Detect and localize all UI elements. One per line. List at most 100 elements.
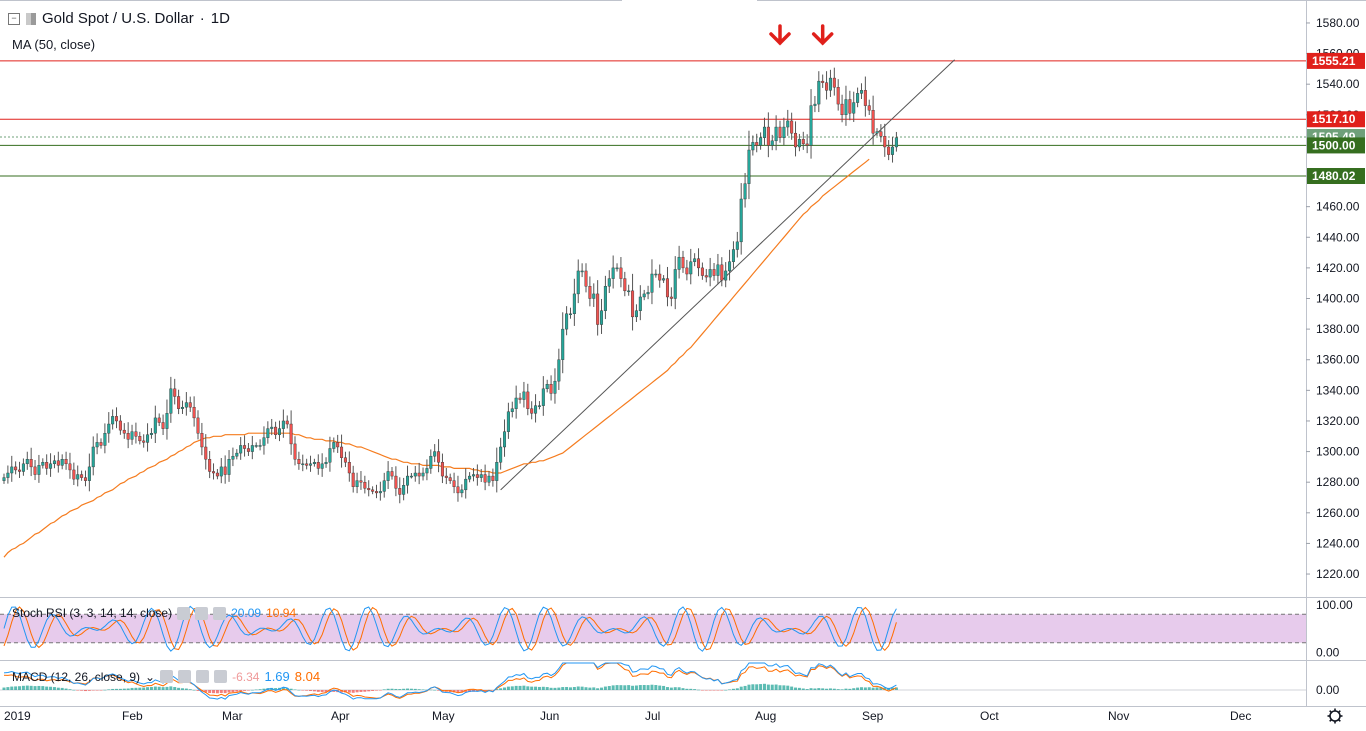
candle-body [254,445,258,447]
macd-histogram-bar [518,685,522,690]
macd-histogram-bar [545,687,549,690]
chevron-down-icon[interactable]: ⌄ [145,669,156,684]
macd-histogram-bar [503,687,507,690]
macd-histogram-bar [80,690,84,691]
macd-histogram-bar [631,685,635,690]
candle-body [452,480,456,487]
y-tick-label: 1380.00 [1316,322,1360,336]
ma-legend[interactable]: MA (50, close) [12,37,96,52]
macd-histogram-bar [735,688,739,690]
macd-histogram-bar [103,689,107,691]
candle-body [514,397,518,409]
macd-histogram-bar [669,687,673,690]
macd-histogram-bar [499,688,503,690]
candle-body [759,137,763,146]
candle-body [685,267,689,275]
candle-body [464,478,468,491]
x-tick-label: Oct [980,709,999,723]
eye-icon[interactable] [177,606,191,620]
candle-body [631,290,635,318]
macd-histogram-bar [52,687,56,690]
macd-histogram-bar [638,685,642,690]
x-tick-label: Nov [1108,709,1129,723]
macd-histogram-bar [836,689,840,690]
macd-histogram-bar [731,688,735,690]
macd-label[interactable]: MACD (12, 26, close, 9) [12,669,141,684]
candle-body [301,463,305,466]
candle-body [743,183,747,200]
candle-body [762,126,766,138]
candle-body [95,442,99,448]
macd-histogram-bar [650,684,654,690]
macd-histogram-bar [188,689,192,690]
candle-body [665,278,669,298]
settings-gear-icon[interactable] [1327,708,1343,724]
macd-histogram-bar [673,687,677,690]
macd-histogram-bar [45,686,49,690]
candle-body [406,475,410,486]
macd-tick-label: 0.00 [1316,683,1340,697]
candle-body [83,477,87,481]
macd-histogram-bar [320,690,324,693]
gear-tooth [1337,710,1341,714]
candle-body [856,93,860,103]
gear-icon[interactable] [195,606,209,620]
candle-body [153,417,157,434]
candle-body [646,292,650,295]
candle-body [130,431,134,440]
candle-body [347,462,351,474]
macd-histogram-bar [724,689,728,691]
candle-body [642,293,646,298]
candle-body [316,462,320,469]
macd-histogram-bar [367,690,371,692]
close-icon[interactable] [214,670,228,683]
candle-body [382,480,386,492]
macd-histogram-bar [561,687,565,690]
x-tick-label: Jun [540,709,559,723]
macd-histogram-bar [685,688,689,690]
candle-body [716,264,720,276]
interval-label[interactable]: 1D [210,10,230,27]
macd-histogram-bar [192,689,196,691]
candle-body [165,413,169,429]
symbol-title[interactable]: Gold Spot / U.S. Dollar [42,10,194,27]
level-price-tag [1307,168,1365,185]
candle-body [25,459,29,465]
candle-body [45,462,49,469]
macd-histogram-bar [825,688,829,690]
candle-body [394,475,398,489]
macd-histogram-bar [766,684,770,690]
braces-icon[interactable] [196,670,210,683]
candle-body [774,126,778,142]
collapse-icon[interactable]: − [8,12,20,25]
candle-body [126,433,130,440]
gear-icon[interactable] [178,670,192,683]
macd-histogram-bar [848,688,852,690]
candle-body [293,443,297,460]
macd-histogram-bar [363,690,367,692]
macd-histogram-bar [828,688,832,690]
y-tick-label: 1360.00 [1316,353,1360,367]
eye-icon[interactable] [160,670,174,683]
macd-histogram-bar [386,688,390,690]
candle-body [266,428,270,439]
stoch-rsi-label[interactable]: Stoch RSI (3, 3, 14, 14, close) [12,606,173,620]
macd-histogram-bar [817,688,821,690]
candle-body [111,416,115,425]
candle-body [312,462,316,465]
macd-histogram-bar [177,687,181,690]
macd-line [3,662,897,700]
macd-histogram-bar [510,686,514,690]
macd-histogram-bar [316,690,320,692]
candle-body [200,433,204,448]
candle-body [654,273,658,276]
braces-icon[interactable] [213,606,227,620]
macd-histogram-bar [794,687,798,690]
candle-body [549,384,553,394]
candle-body [115,416,119,422]
y-tick-label: 1460.00 [1316,200,1360,214]
macd-histogram-bar [483,690,487,692]
candle-body [883,136,887,148]
